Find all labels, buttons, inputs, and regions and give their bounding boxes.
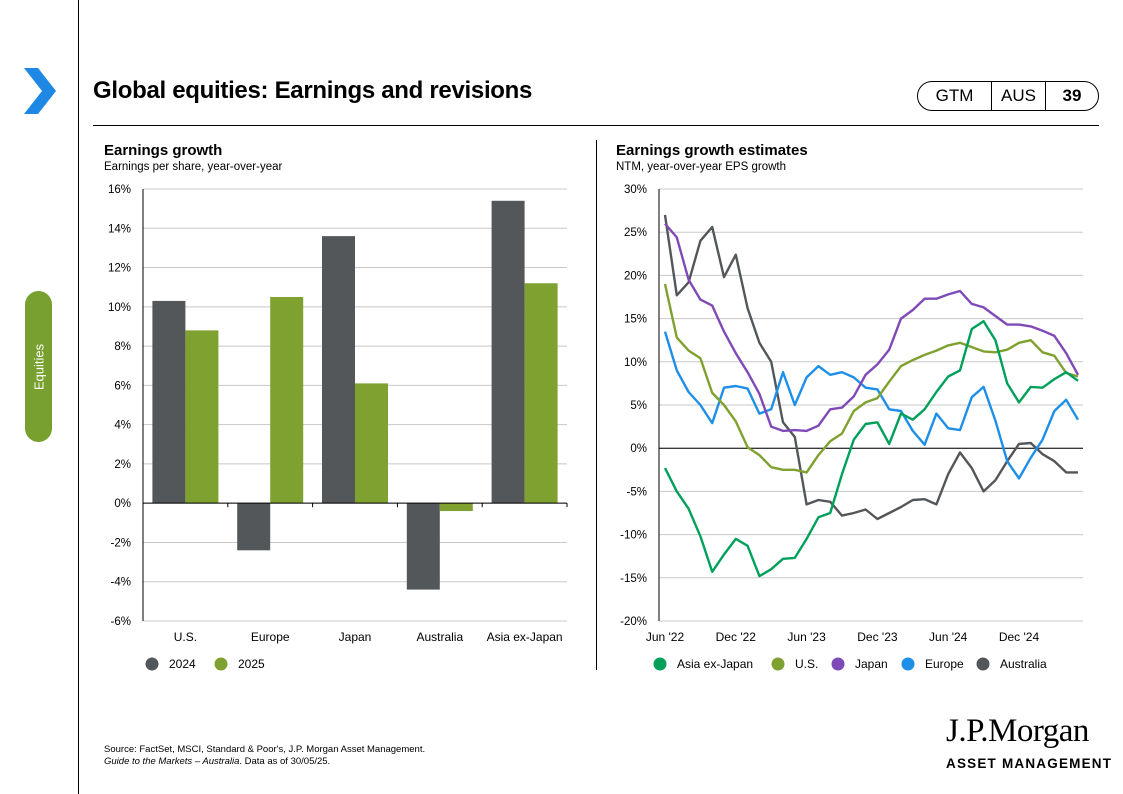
guide-title: Guide to the Markets – Australia <box>104 756 240 767</box>
bar-2025 <box>355 383 388 504</box>
bar-y-tick-label: -6% <box>111 616 131 628</box>
line-series-Asia ex-Japan <box>663 320 1079 578</box>
line-series-U.S. <box>663 283 1079 474</box>
panel-divider <box>596 140 597 670</box>
bar-2024 <box>152 300 186 504</box>
title-divider <box>93 125 1099 126</box>
sidebar-tab-equities[interactable]: Equities <box>25 291 52 442</box>
bar-chart-title: Earnings growth <box>104 142 223 159</box>
bar-y-tick-label: 4% <box>114 420 131 432</box>
badge-page-number: 39 <box>1062 86 1082 105</box>
line-legend-label: Asia ex-Japan <box>677 657 753 671</box>
bar-chart-subtitle: Earnings per share, year-over-year <box>104 161 283 173</box>
line-legend-marker <box>653 657 667 671</box>
chevron-right-icon <box>24 68 56 114</box>
line-legend-label: Europe <box>925 657 964 671</box>
line-series-Japan <box>664 222 1080 433</box>
bar-y-tick-label: -2% <box>111 537 131 549</box>
line-y-tick-label: 0% <box>630 443 647 455</box>
source-text: Source: FactSet, MSCI, Standard & Poor's… <box>104 744 426 755</box>
badge-country: AUS <box>992 82 1046 110</box>
line-chart-subtitle: NTM, year-over-year EPS growth <box>616 161 786 173</box>
line-y-tick-label: 10% <box>624 357 647 369</box>
bar-category-label: Australia <box>416 630 463 644</box>
bar-y-tick-label: -4% <box>111 577 131 589</box>
bar-category-label: Asia ex-Japan <box>487 630 563 644</box>
bar-y-tick-label: 8% <box>114 341 131 353</box>
line-chart-title: Earnings growth estimates <box>616 142 808 159</box>
line-y-tick-label: 25% <box>624 227 647 239</box>
line-y-tick-label: 20% <box>624 270 647 282</box>
bar-y-tick-label: 0% <box>114 498 131 510</box>
line-legend-label: Australia <box>1000 657 1047 671</box>
bar-category-label: Europe <box>251 630 290 644</box>
line-legend-marker <box>901 657 915 671</box>
line-x-tick-label: Jun '23 <box>787 630 826 644</box>
bar-y-tick-label: 14% <box>108 223 131 235</box>
bar-y-tick-label: 12% <box>108 263 131 275</box>
page-badge: GTM AUS 39 <box>917 81 1099 111</box>
bar-2025 <box>439 503 473 512</box>
line-legend-marker <box>831 657 845 671</box>
line-y-tick-label: -15% <box>620 573 647 585</box>
jpmorgan-logo: J.P.Morgan <box>946 713 1089 749</box>
line-series-Australia <box>663 214 1078 521</box>
bar-2025 <box>524 283 558 504</box>
line-y-tick-label: 30% <box>624 184 647 196</box>
bar-2024 <box>322 236 355 504</box>
bar-legend-marker <box>214 657 228 671</box>
badge-region: GTM <box>918 82 992 110</box>
bar-2024 <box>491 200 525 504</box>
line-legend-label: Japan <box>855 657 888 671</box>
line-legend-marker <box>976 657 990 671</box>
bar-2024 <box>406 503 440 590</box>
footer-source: Source: FactSet, MSCI, Standard & Poor's… <box>104 744 425 768</box>
left-margin-rule <box>78 0 79 794</box>
line-x-tick-label: Dec '24 <box>999 630 1040 644</box>
line-legend-marker <box>771 657 785 671</box>
line-y-tick-label: -10% <box>620 530 647 542</box>
asset-management-logo: ASSET MANAGEMENT <box>946 756 1113 771</box>
line-y-tick-label: -20% <box>620 616 647 628</box>
bar-legend-marker <box>145 657 159 671</box>
bar-2025 <box>270 297 304 504</box>
line-series-Europe <box>663 331 1080 480</box>
line-x-tick-label: Dec '22 <box>716 630 757 644</box>
bar-legend-label: 2024 <box>169 657 196 671</box>
bar-category-label: U.S. <box>174 630 197 644</box>
page-title: Global equities: Earnings and revisions <box>93 77 533 104</box>
line-y-tick-label: 15% <box>624 314 647 326</box>
line-y-tick-label: -5% <box>627 486 647 498</box>
bar-2025 <box>185 330 219 504</box>
line-y-tick-label: 5% <box>630 400 647 412</box>
bar-y-tick-label: 10% <box>108 302 131 314</box>
data-date: . Data as of 30/05/25. <box>239 756 331 767</box>
line-legend-label: U.S. <box>795 657 818 671</box>
data-note: Guide to the Markets – Australia. Data a… <box>104 756 425 768</box>
line-x-tick-label: Jun '24 <box>929 630 968 644</box>
line-x-tick-label: Dec '23 <box>857 630 898 644</box>
line-x-tick-label: Jun '22 <box>646 630 685 644</box>
bar-legend-label: 2025 <box>238 657 265 671</box>
bar-y-tick-label: 2% <box>114 459 131 471</box>
bar-category-label: Japan <box>339 630 372 644</box>
bar-2024 <box>237 503 271 551</box>
bar-y-tick-label: 16% <box>108 184 131 196</box>
bar-y-tick-label: 6% <box>114 380 131 392</box>
